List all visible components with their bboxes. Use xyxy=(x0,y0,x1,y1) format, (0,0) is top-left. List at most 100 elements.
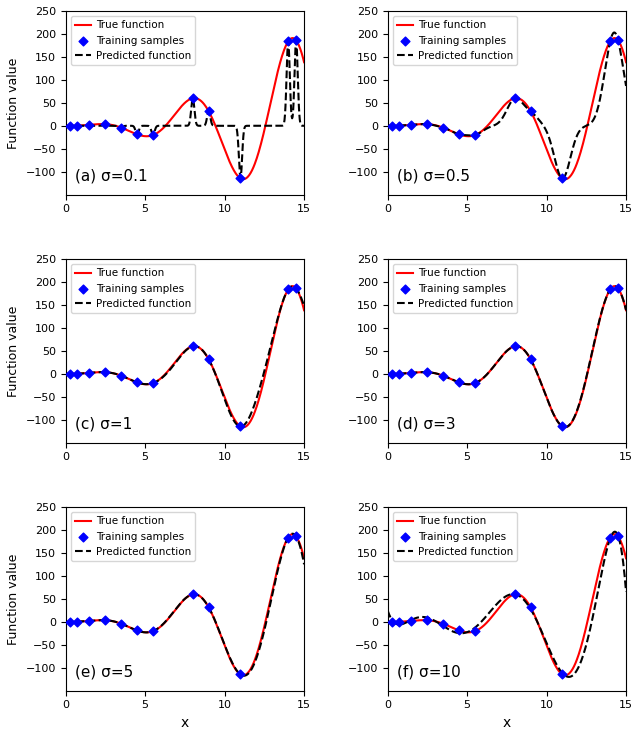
Predicted function xyxy=(175,601,182,609)
Predicted function xyxy=(559,174,566,183)
X-axis label: x: x xyxy=(180,716,189,730)
Training samples xyxy=(613,35,623,46)
True function xyxy=(618,538,625,547)
True function xyxy=(239,175,247,184)
Predicted function xyxy=(191,108,198,116)
Predicted function xyxy=(237,174,244,183)
Training samples xyxy=(116,122,126,133)
True function xyxy=(191,94,198,102)
Training samples xyxy=(291,531,301,542)
True function xyxy=(177,599,184,608)
True function xyxy=(300,554,308,563)
Training samples xyxy=(454,377,464,388)
Line: Predicted function: Predicted function xyxy=(388,286,626,427)
True function xyxy=(497,353,505,362)
Y-axis label: Function value: Function value xyxy=(7,57,20,148)
Training samples xyxy=(394,119,404,131)
True function xyxy=(175,601,182,609)
True function xyxy=(513,590,520,598)
True function xyxy=(384,122,392,130)
Predicted function xyxy=(289,282,296,290)
Predicted function xyxy=(513,342,520,351)
Training samples xyxy=(605,35,615,47)
Text: (b) σ=0.5: (b) σ=0.5 xyxy=(397,169,470,184)
Predicted function xyxy=(499,352,506,360)
Predicted function xyxy=(258,637,266,646)
Text: (a) σ=0.1: (a) σ=0.1 xyxy=(75,169,148,184)
Predicted function xyxy=(300,301,308,310)
Training samples xyxy=(100,118,111,130)
Predicted function xyxy=(497,595,505,604)
Training samples xyxy=(72,616,82,628)
Predicted function xyxy=(61,369,69,378)
Training samples xyxy=(394,616,404,628)
Predicted function xyxy=(618,52,625,61)
Predicted function xyxy=(237,422,244,431)
Predicted function xyxy=(580,650,588,659)
Training samples xyxy=(525,601,536,613)
Predicted function xyxy=(191,342,198,351)
True function xyxy=(622,57,630,66)
Training samples xyxy=(204,105,214,117)
Line: True function: True function xyxy=(388,534,626,675)
Predicted function xyxy=(289,529,296,538)
X-axis label: x: x xyxy=(502,716,511,730)
Training samples xyxy=(236,172,246,184)
Training samples xyxy=(406,367,417,379)
Training samples xyxy=(394,368,404,380)
Training samples xyxy=(148,625,158,637)
True function xyxy=(497,105,505,113)
True function xyxy=(175,353,182,362)
True function xyxy=(191,590,198,598)
Line: True function: True function xyxy=(65,534,304,675)
True function xyxy=(580,137,588,146)
Training samples xyxy=(387,368,397,380)
Training samples xyxy=(406,615,417,626)
True function xyxy=(622,554,630,563)
Training samples xyxy=(387,616,397,628)
True function xyxy=(204,353,211,362)
Predicted function xyxy=(499,113,506,122)
True function xyxy=(289,282,296,290)
Y-axis label: Function value: Function value xyxy=(7,305,20,397)
Line: Predicted function: Predicted function xyxy=(388,32,626,178)
Training samples xyxy=(525,105,536,117)
Legend: True function, Training samples, Predicted function: True function, Training samples, Predict… xyxy=(71,16,195,65)
Training samples xyxy=(132,128,142,140)
Training samples xyxy=(283,284,293,296)
True function xyxy=(525,601,533,609)
Training samples xyxy=(422,366,433,378)
Training samples xyxy=(148,129,158,141)
True function xyxy=(499,352,506,360)
Training samples xyxy=(204,601,214,613)
Training samples xyxy=(283,531,293,543)
Training samples xyxy=(470,625,480,637)
True function xyxy=(258,385,266,394)
Training samples xyxy=(438,122,449,133)
True function xyxy=(525,353,533,362)
Training samples xyxy=(557,668,568,680)
Predicted function xyxy=(611,28,618,37)
True function xyxy=(61,122,69,130)
Predicted function xyxy=(384,122,392,130)
Predicted function xyxy=(499,595,506,604)
Line: True function: True function xyxy=(65,38,304,179)
True function xyxy=(191,342,198,351)
True function xyxy=(525,105,533,113)
Predicted function xyxy=(204,601,211,609)
True function xyxy=(177,103,184,112)
Predicted function xyxy=(258,377,266,386)
True function xyxy=(61,618,69,626)
Y-axis label: Function value: Function value xyxy=(7,553,20,645)
Predicted function xyxy=(384,369,392,378)
Predicted function xyxy=(204,110,211,119)
Training samples xyxy=(188,340,198,352)
Training samples xyxy=(65,368,76,380)
Predicted function xyxy=(525,353,533,362)
Line: Predicted function: Predicted function xyxy=(65,41,304,178)
Predicted function xyxy=(497,116,505,125)
Predicted function xyxy=(175,122,182,130)
True function xyxy=(384,618,392,626)
Predicted function xyxy=(61,122,69,130)
Predicted function xyxy=(622,306,630,315)
